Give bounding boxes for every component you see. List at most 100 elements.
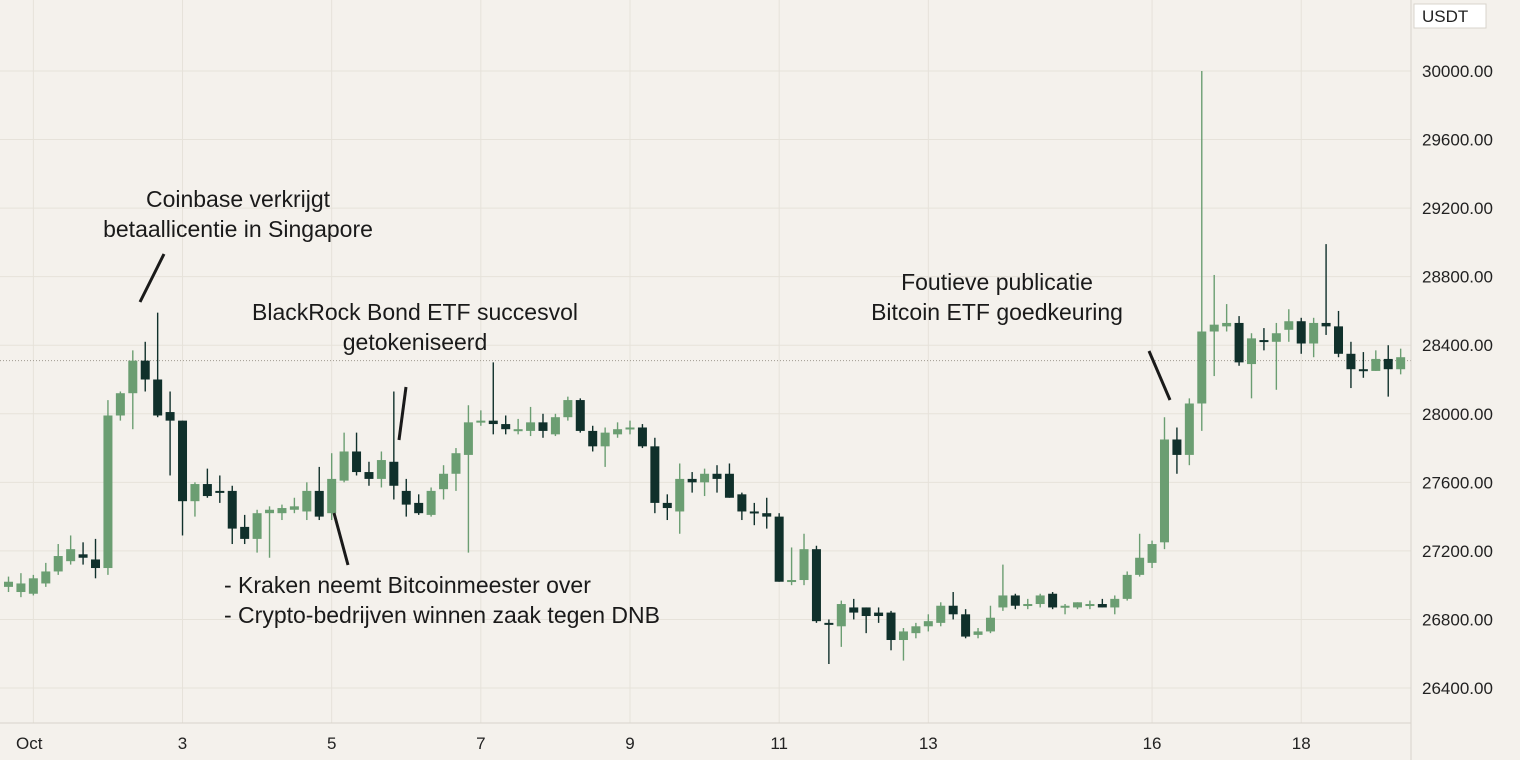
candle (998, 564, 1008, 611)
candle (1048, 592, 1058, 610)
candle-body (948, 605, 958, 615)
candle-body (339, 451, 349, 481)
candle-body (202, 484, 212, 497)
candle (115, 391, 125, 421)
candle-body (675, 478, 685, 512)
candle-body (874, 612, 884, 617)
candle-body (625, 427, 635, 430)
candle (861, 607, 871, 634)
candle-body (289, 506, 299, 510)
candle-body (749, 511, 759, 514)
candle-body (1023, 604, 1033, 607)
candle (476, 410, 486, 426)
candle (737, 492, 747, 521)
candle (824, 619, 834, 665)
candle (215, 475, 225, 503)
candle-body (737, 494, 747, 512)
candle (1060, 604, 1070, 615)
candle (1122, 571, 1132, 601)
candle-body (1371, 358, 1381, 371)
candle-body (1284, 321, 1294, 330)
candle (1209, 274, 1219, 377)
candle (53, 544, 63, 575)
y-tick-label: 26400.00 (1422, 679, 1493, 698)
candle (389, 391, 399, 500)
annotation-text: getokeniseerd (343, 329, 488, 355)
y-tick-label: 28400.00 (1422, 336, 1493, 355)
candle (327, 453, 337, 521)
candle-body (240, 526, 250, 539)
y-tick-label: 28000.00 (1422, 405, 1493, 424)
candle (1346, 341, 1356, 389)
annotation-leader (1147, 350, 1172, 401)
candle-body (53, 556, 63, 572)
candle-body (227, 490, 237, 529)
candle-body (637, 427, 647, 447)
candle (1085, 600, 1095, 610)
candle (227, 485, 237, 545)
candle-body (1209, 324, 1219, 332)
candle-body (1072, 602, 1082, 608)
candle-body (700, 473, 710, 483)
y-tick-label: 27600.00 (1422, 473, 1493, 492)
candle (78, 542, 88, 565)
candle-body (314, 490, 324, 517)
candle-body (849, 607, 859, 613)
candle-body (650, 446, 660, 503)
candle (265, 506, 275, 558)
candle (1184, 398, 1194, 466)
candle-body (961, 614, 971, 637)
x-tick-label: 18 (1292, 734, 1311, 753)
candle-body (1259, 340, 1269, 343)
candle-body (414, 502, 424, 514)
candle-body (998, 595, 1008, 608)
y-tick-label: 28800.00 (1422, 268, 1493, 287)
candle (1271, 322, 1281, 390)
x-tick-label: 13 (919, 734, 938, 753)
candle (898, 628, 908, 661)
candle (550, 413, 560, 437)
candle (563, 396, 573, 421)
candle (787, 547, 797, 586)
candle (103, 400, 113, 575)
y-tick-label: 29600.00 (1422, 131, 1493, 150)
candle-body (66, 549, 76, 562)
candle-body (787, 580, 797, 583)
y-axis-panel (1411, 0, 1520, 760)
candle (1383, 345, 1393, 397)
x-tick-label: 11 (770, 734, 788, 753)
candle-body (277, 508, 287, 514)
candle-body (1122, 574, 1132, 599)
candle (352, 432, 362, 476)
candle (1358, 352, 1368, 378)
candle (575, 398, 585, 433)
candle (501, 415, 511, 435)
candle (339, 432, 349, 483)
candle-body (923, 621, 933, 627)
candle-body (588, 430, 598, 447)
annotation: BlackRock Bond ETF succesvol getokeniseer… (252, 299, 578, 441)
candle (985, 605, 995, 634)
candle (277, 504, 287, 521)
annotation-text: Bitcoin ETF goedkeuring (871, 299, 1123, 325)
candle (923, 614, 933, 632)
candle (948, 592, 958, 620)
candle (41, 562, 51, 587)
candle (1309, 317, 1319, 358)
candle (1334, 310, 1344, 358)
candle (526, 406, 536, 437)
candle-body (1334, 326, 1344, 354)
candle-body (1321, 322, 1331, 327)
candle-body (811, 549, 821, 622)
candle-body (1234, 322, 1244, 363)
candle (1371, 350, 1381, 371)
candle-body (973, 631, 983, 635)
candle-body (1135, 557, 1145, 575)
y-tick-label: 26800.00 (1422, 610, 1493, 629)
candle-body (265, 509, 275, 514)
annotation-text: betaallicentie in Singapore (103, 216, 373, 242)
candle (762, 497, 772, 529)
candle (724, 463, 734, 498)
